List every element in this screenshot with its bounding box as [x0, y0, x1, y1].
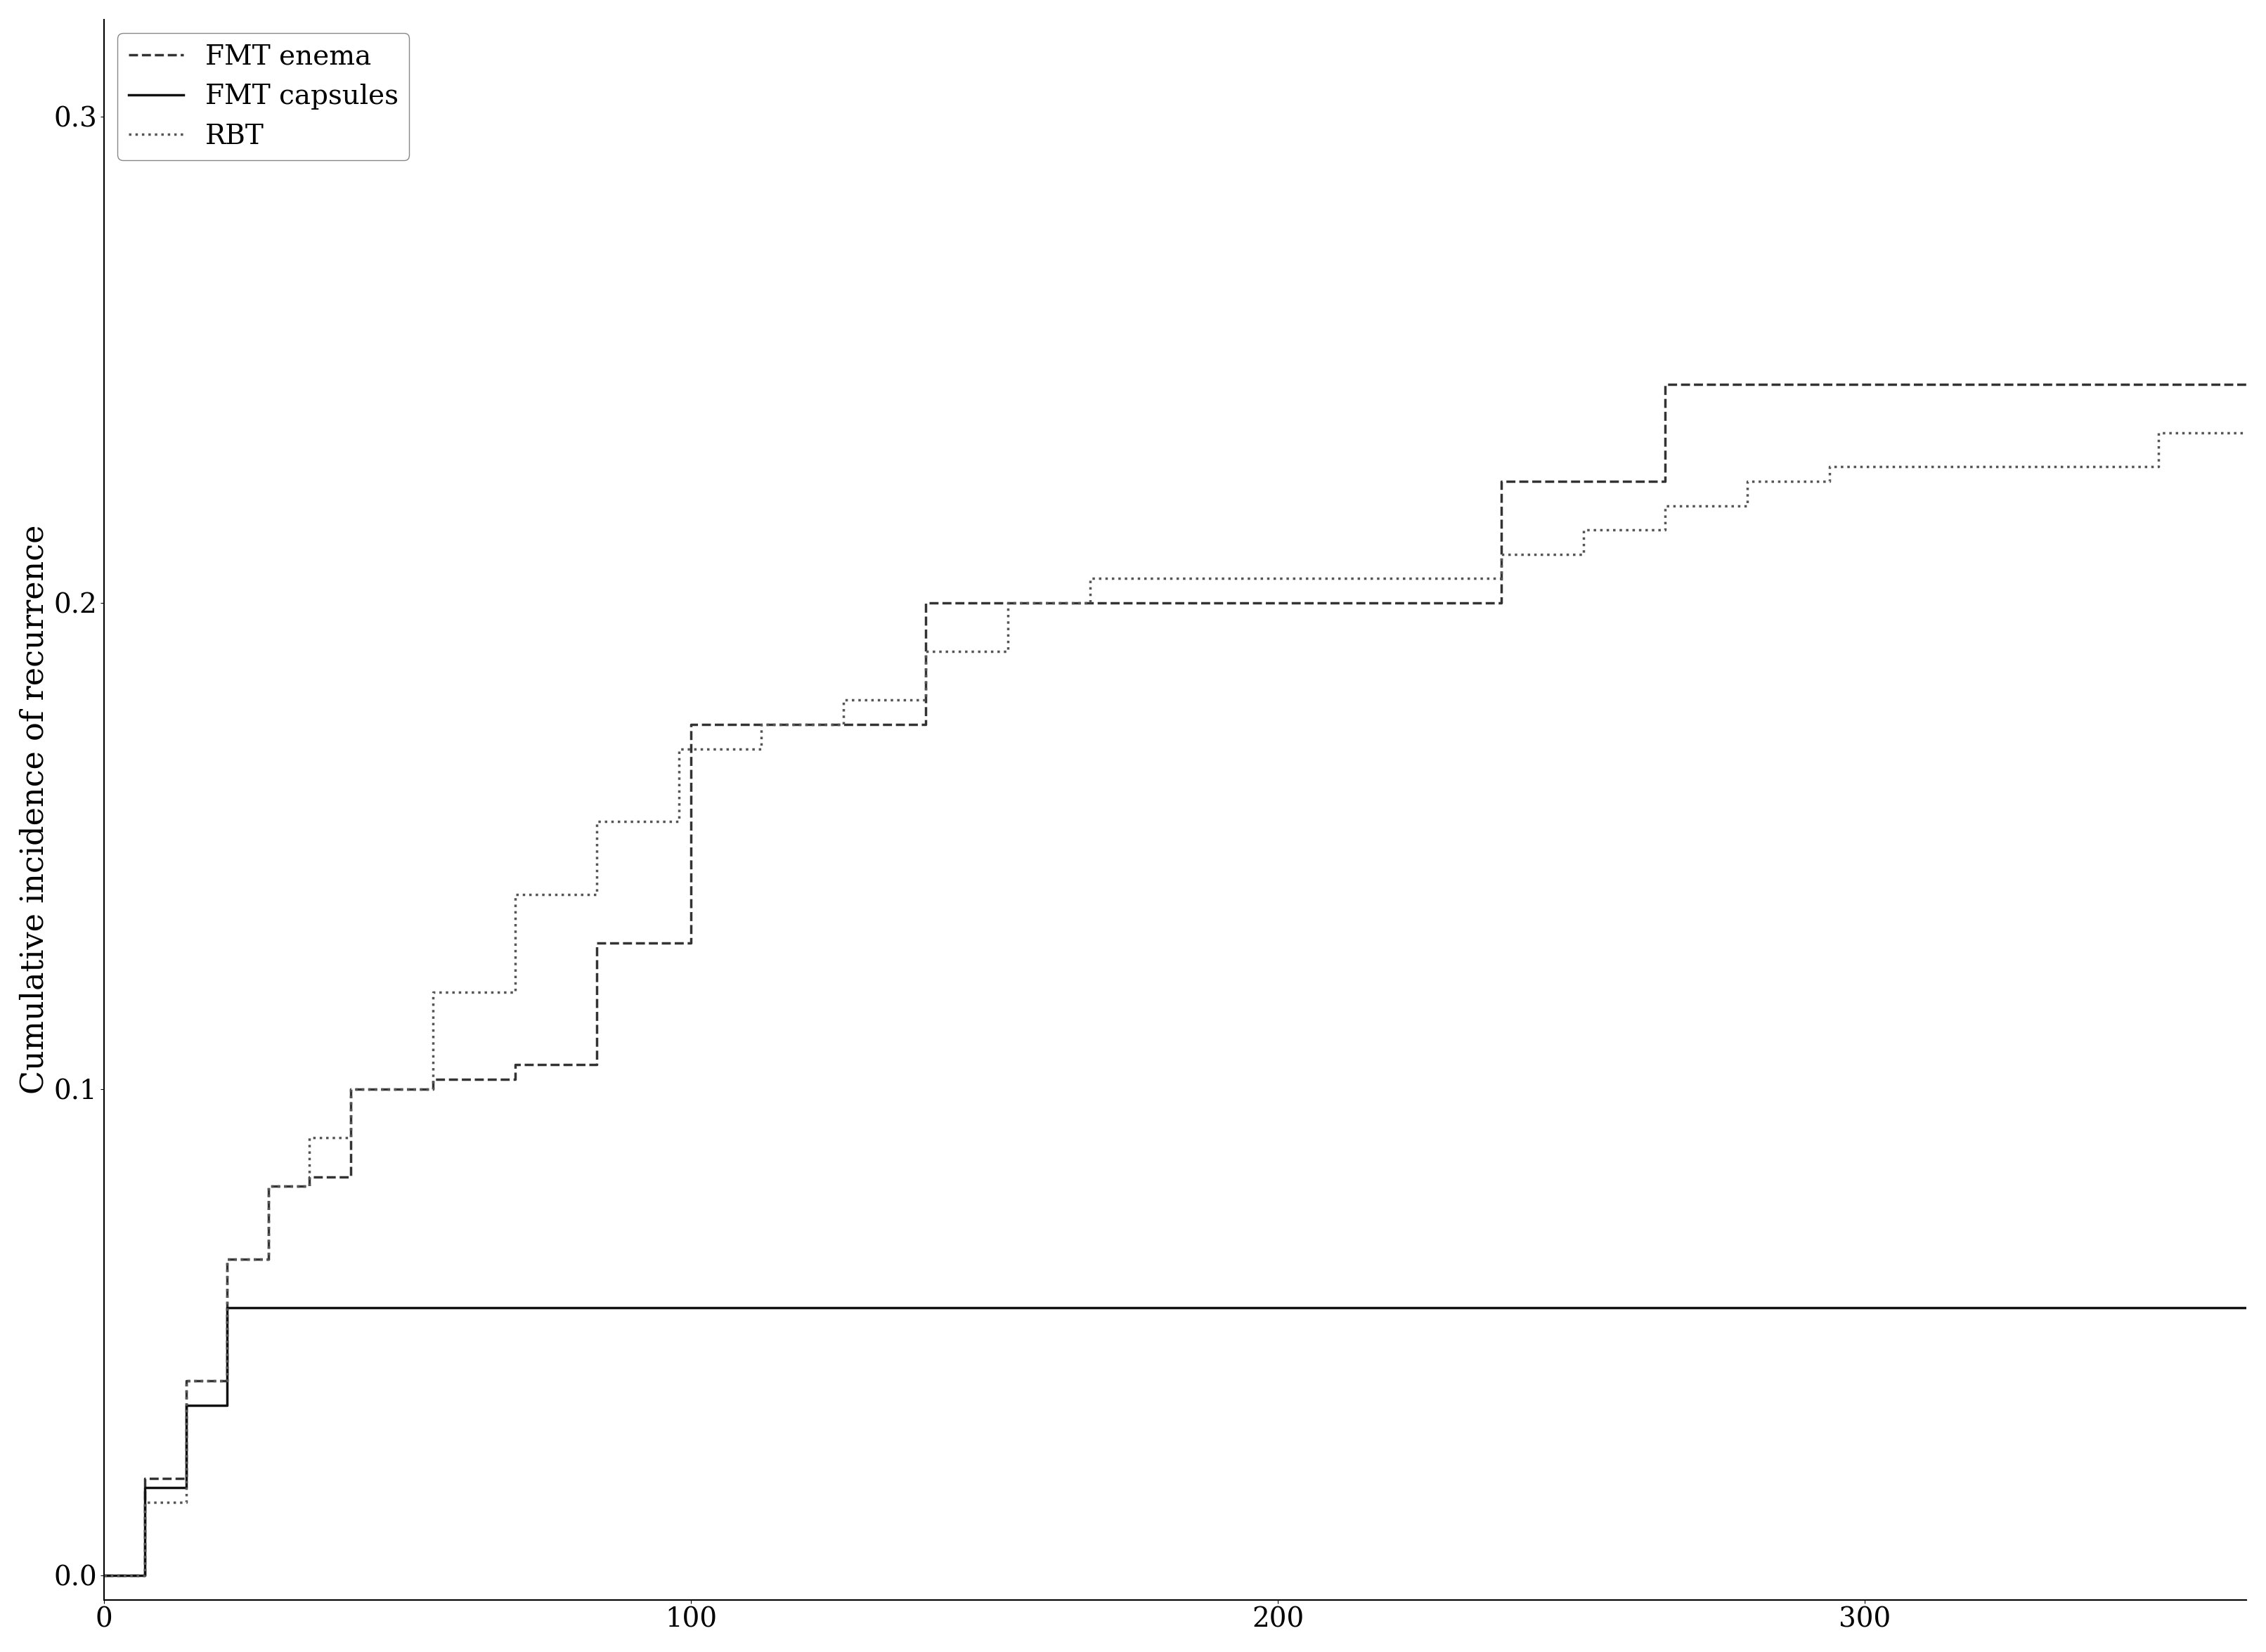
FMT capsules: [91, 1566, 118, 1586]
Legend: FMT enema, FMT capsules, RBT: FMT enema, FMT capsules, RBT: [118, 33, 410, 160]
FMT enema: [91, 1566, 118, 1586]
RBT: [829, 691, 857, 710]
FMT enema: [419, 1069, 446, 1089]
RBT: [419, 981, 446, 1001]
RBT: [666, 738, 693, 758]
RBT: [338, 1079, 365, 1099]
FMT enema: [2232, 375, 2259, 395]
FMT enema: [582, 933, 610, 953]
RBT: [2232, 423, 2259, 443]
FMT enema: [254, 1176, 281, 1196]
RBT: [2146, 423, 2173, 443]
RBT: [254, 1176, 281, 1196]
FMT capsules: [131, 1479, 159, 1498]
FMT enema: [678, 715, 705, 735]
FMT enema: [131, 1469, 159, 1488]
RBT: [1158, 568, 1185, 588]
FMT capsules: [172, 1396, 199, 1416]
FMT enema: [338, 1079, 365, 1099]
FMT enema: [748, 715, 775, 735]
RBT: [748, 715, 775, 735]
RBT: [1652, 496, 1679, 515]
RBT: [1980, 458, 2008, 477]
Line: FMT capsules: FMT capsules: [104, 1308, 2246, 1576]
RBT: [582, 811, 610, 831]
FMT enema: [1652, 375, 1679, 395]
FMT enema: [1158, 593, 1185, 613]
RBT: [91, 1566, 118, 1586]
RBT: [1733, 471, 1761, 491]
Line: RBT: RBT: [104, 433, 2246, 1576]
FMT enema: [213, 1249, 240, 1269]
FMT enema: [2146, 375, 2173, 395]
RBT: [172, 1371, 199, 1391]
RBT: [131, 1492, 159, 1512]
RBT: [1570, 520, 1598, 540]
RBT: [501, 885, 528, 905]
FMT enema: [1733, 375, 1761, 395]
RBT: [1076, 568, 1104, 588]
FMT enema: [913, 593, 940, 613]
FMT capsules: [2232, 1298, 2259, 1318]
RBT: [213, 1249, 240, 1269]
RBT: [1815, 458, 1842, 477]
RBT: [995, 593, 1022, 613]
Y-axis label: Cumulative incidence of recurrence: Cumulative incidence of recurrence: [20, 525, 50, 1094]
FMT capsules: [442, 1298, 469, 1318]
FMT enema: [501, 1056, 528, 1075]
RBT: [1486, 545, 1514, 565]
RBT: [297, 1128, 324, 1148]
FMT enema: [297, 1166, 324, 1186]
RBT: [913, 641, 940, 661]
FMT enema: [172, 1371, 199, 1391]
FMT capsules: [213, 1298, 240, 1318]
Line: FMT enema: FMT enema: [104, 385, 2246, 1576]
FMT enema: [1486, 471, 1514, 491]
